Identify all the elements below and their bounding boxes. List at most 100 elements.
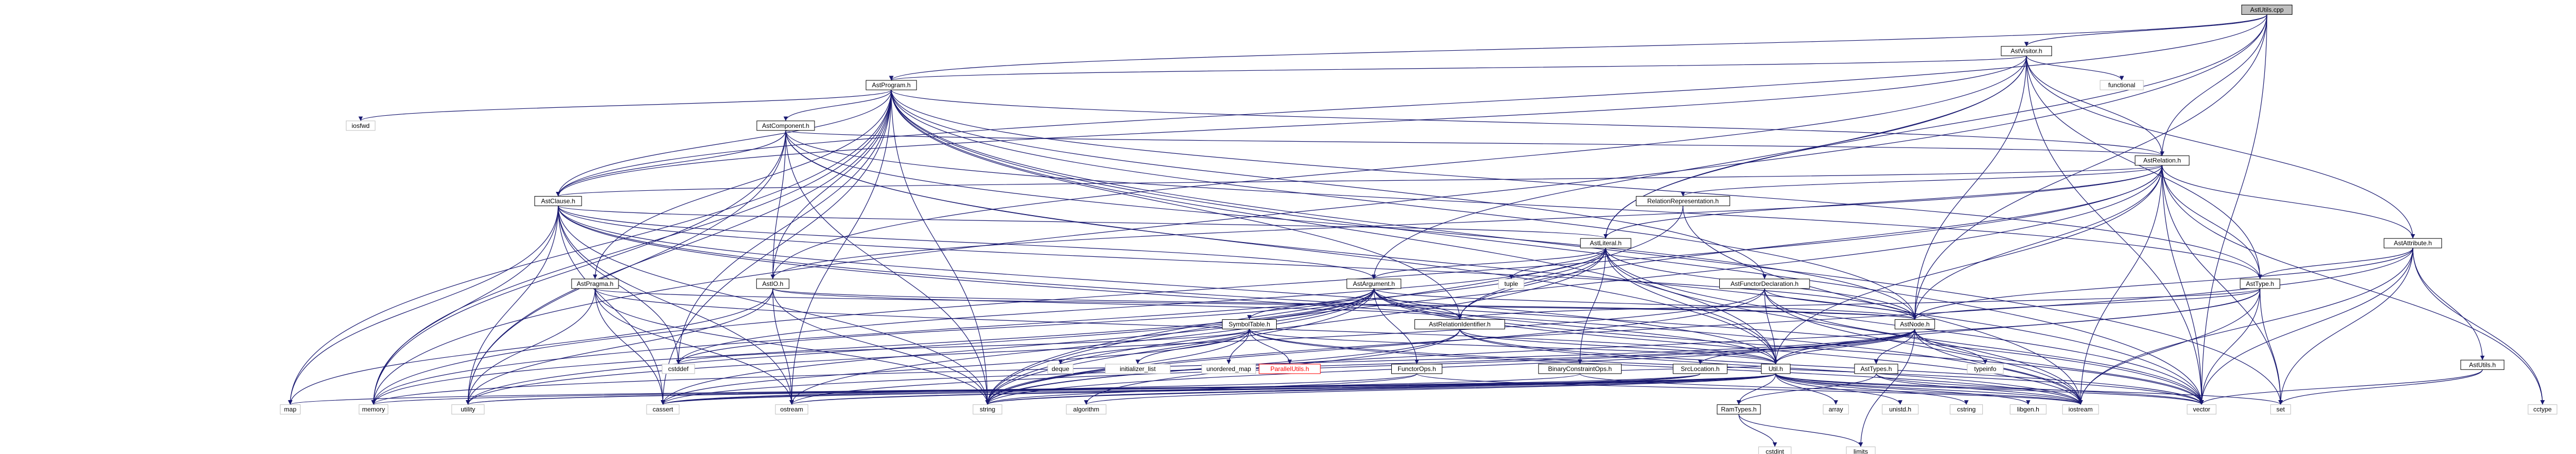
node-cassert: cassert	[646, 404, 680, 415]
edge-io-relid	[772, 288, 1462, 320]
node-label: unistd.h	[1889, 406, 1912, 413]
edge-program-relid	[891, 90, 1462, 320]
node-pragma[interactable]: AstPragma.h	[571, 279, 619, 289]
edge-relation-literal	[1603, 165, 2163, 239]
edge-ramtypes-limits	[1738, 414, 1863, 447]
node-box	[2010, 404, 2047, 415]
node-relrep[interactable]: RelationRepresentation.h	[1636, 196, 1730, 206]
edge-util-cassert	[661, 373, 1776, 405]
node-label: AstClause.h	[541, 197, 575, 205]
node-box	[1047, 364, 1074, 374]
node-vector: vector	[2187, 404, 2217, 415]
edge-component-vector	[785, 130, 2204, 405]
edge-component-clause	[556, 130, 786, 197]
node-ramtypes[interactable]: RamTypes.h	[1717, 404, 1761, 415]
edge-program-type	[891, 90, 2262, 279]
edge-visitor-argument	[1371, 55, 2027, 279]
node-cstring: cstring	[1950, 404, 1983, 415]
edge-attribute-set	[2278, 248, 2413, 405]
node-ostream: ostream	[775, 404, 809, 415]
node-parallel[interactable]: ParallelUtils.h	[1259, 364, 1321, 374]
node-box	[2241, 4, 2293, 15]
node-box	[1895, 319, 1935, 330]
node-label: cstddef	[668, 365, 689, 373]
node-tuple: tuple	[1498, 279, 1524, 289]
node-io[interactable]: AstIO.h	[756, 279, 790, 289]
edge-node-ostream	[789, 329, 1915, 405]
node-program[interactable]: AstProgram.h	[866, 80, 917, 90]
edge-literal-iostream	[1605, 248, 2083, 405]
node-box	[279, 404, 301, 415]
node-label: RamTypes.h	[1721, 406, 1756, 413]
node-label: AstLiteral.h	[1590, 239, 1622, 247]
node-srcloc[interactable]: SrcLocation.h	[1673, 364, 1728, 374]
node-clause[interactable]: AstClause.h	[534, 196, 582, 206]
node-label: AstVisitor.h	[2011, 48, 2043, 55]
node-box	[451, 404, 485, 415]
node-box	[1758, 446, 1792, 454]
node-literal[interactable]: AstLiteral.h	[1580, 238, 1632, 248]
node-box	[1966, 364, 2004, 374]
node-util[interactable]: Util.h	[1760, 364, 1791, 374]
edge-attribute-type	[2257, 247, 2413, 280]
node-label: functional	[2108, 81, 2135, 89]
node-label: cstdint	[1766, 448, 1784, 454]
node-box	[1538, 364, 1622, 374]
edge-relid-util	[1459, 329, 1778, 365]
node-label: AstRelation.h	[2143, 157, 2181, 164]
node-binconst[interactable]: BinaryConstraintOps.h	[1538, 364, 1622, 374]
node-functor[interactable]: AstFunctorDeclaration.h	[1719, 279, 1810, 289]
edge-argument-cstddef	[676, 288, 1374, 364]
node-label: map	[284, 406, 297, 413]
node-label: cctype	[2533, 406, 2552, 413]
node-label: typeinfo	[1974, 365, 1997, 373]
edge-program-pragma	[593, 90, 892, 279]
node-symtab[interactable]: SymbolTable.h	[1222, 319, 1277, 330]
node-relation[interactable]: AstRelation.h	[2134, 155, 2190, 166]
edge-relation-set	[2161, 165, 2283, 405]
node-limits: limits	[1846, 446, 1876, 454]
node-type[interactable]: AstType.h	[2240, 279, 2280, 289]
node-box	[1580, 238, 1632, 248]
edge-clause-util	[558, 206, 1778, 364]
node-asttypes[interactable]: AstTypes.h	[1854, 364, 1898, 374]
node-label: AstComponent.h	[762, 122, 809, 129]
edge-pragma-util	[594, 288, 1778, 365]
node-relid[interactable]: AstRelationIdentifier.h	[1414, 319, 1505, 330]
edge-util-libgen	[1775, 373, 2030, 405]
node-root[interactable]: AstUtils.cpp	[2241, 4, 2293, 15]
node-box	[2384, 238, 2442, 248]
node-functorops[interactable]: FunctorOps.h	[1391, 364, 1442, 374]
edge-root-vector	[2199, 14, 2268, 405]
edge-attribute-vector	[2199, 248, 2413, 405]
node-cstdint: cstdint	[1758, 446, 1792, 454]
node-label: AstRelationIdentifier.h	[1429, 321, 1491, 328]
node-visitor[interactable]: AstVisitor.h	[2001, 46, 2052, 57]
node-component[interactable]: AstComponent.h	[756, 121, 815, 131]
node-attribute[interactable]: AstAttribute.h	[2384, 238, 2442, 248]
node-memory: memory	[359, 404, 389, 415]
node-label: iosfwd	[352, 122, 370, 129]
edge-relation-node	[1913, 165, 2163, 320]
edge-program-relation	[891, 89, 2165, 156]
edge-io-string	[772, 288, 990, 405]
edge-program-node	[891, 90, 1917, 320]
edge-node-limits	[1858, 329, 1915, 447]
node-label: AstAttribute.h	[2394, 239, 2432, 247]
node-astutils[interactable]: AstUtils.h	[2460, 359, 2505, 370]
node-iosfwd: iosfwd	[345, 121, 376, 131]
node-argument[interactable]: AstArgument.h	[1346, 279, 1401, 289]
node-box	[1823, 404, 1849, 415]
edge-functor-vector	[1764, 288, 2204, 405]
edge-program-clause	[556, 90, 892, 197]
edge-root-memory	[371, 14, 2268, 405]
node-node[interactable]: AstNode.h	[1895, 319, 1935, 330]
node-box	[345, 121, 376, 131]
node-label: AstUtils.h	[2469, 361, 2496, 368]
edge-util-unistd	[1775, 373, 1903, 405]
node-box	[359, 404, 389, 415]
node-box	[1066, 404, 1107, 415]
edge-visitor-node	[1913, 55, 2027, 320]
edge-clause-ostream	[558, 206, 794, 405]
edge-util-cstring	[1775, 373, 1969, 405]
